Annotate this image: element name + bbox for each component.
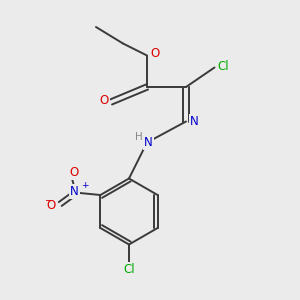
Text: O: O [69,166,78,179]
Text: N: N [190,115,199,128]
Text: O: O [100,94,109,107]
Text: Cl: Cl [217,59,229,73]
Text: Cl: Cl [123,263,135,276]
Text: N: N [70,185,79,198]
Text: O: O [46,199,55,212]
Text: −: − [45,196,53,206]
Text: N: N [144,136,153,149]
Text: O: O [151,46,160,60]
Text: +: + [81,182,89,190]
Text: H: H [135,132,142,142]
